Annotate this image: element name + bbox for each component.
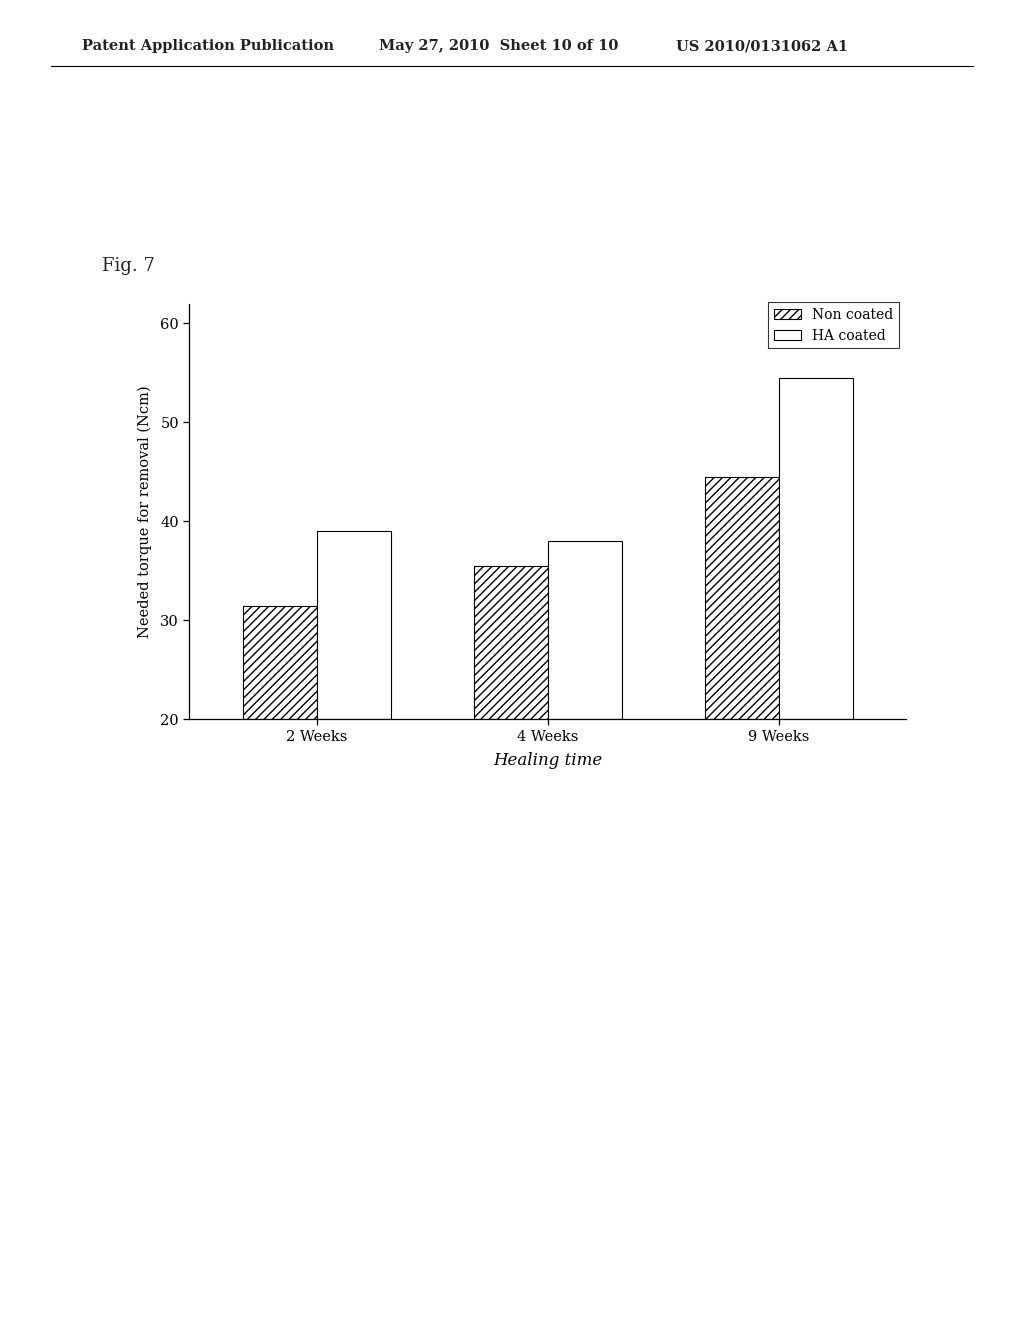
Bar (548, 541, 622, 719)
Text: Fig. 7: Fig. 7 (102, 256, 156, 275)
Text: Patent Application Publication: Patent Application Publication (82, 40, 334, 53)
Bar (316, 531, 390, 719)
Bar (779, 378, 853, 719)
Legend: Non coated, HA coated: Non coated, HA coated (768, 302, 899, 348)
Text: May 27, 2010  Sheet 10 of 10: May 27, 2010 Sheet 10 of 10 (379, 40, 618, 53)
Text: US 2010/0131062 A1: US 2010/0131062 A1 (676, 40, 848, 53)
Bar (706, 477, 779, 719)
X-axis label: Healing time: Healing time (494, 752, 602, 770)
Bar (243, 606, 316, 719)
Y-axis label: Needed torque for removal (Ncm): Needed torque for removal (Ncm) (137, 385, 152, 638)
Bar (474, 566, 548, 719)
